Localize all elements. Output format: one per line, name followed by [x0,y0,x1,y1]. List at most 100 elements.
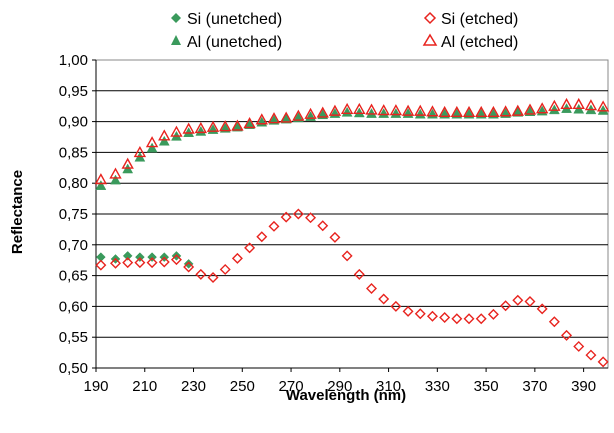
gridlines [96,90,608,338]
data-point [426,310,438,322]
data-point [450,105,464,118]
data-point [219,120,232,132]
data-point [596,100,610,112]
y-tick-label: 1,00 [59,52,88,69]
data-point [401,104,415,116]
data-point [243,117,256,129]
data-point [95,259,107,271]
data-point [328,104,342,116]
data-point [463,313,475,325]
data-point [206,120,220,132]
data-point [158,135,170,146]
legend-label-al-etched: Al (etched) [441,34,518,51]
data-point [487,308,499,320]
data-point [548,99,561,111]
x-tick-label: 350 [474,378,499,395]
x-tick-label: 370 [522,378,547,395]
y-tick-label: 0,75 [59,206,88,223]
y-tick-label: 0,50 [59,360,88,377]
data-point [133,145,147,158]
data-point [597,356,609,368]
legend-item-al-unetched: Al (unetched) [171,34,282,51]
data-point [585,349,597,361]
legend-label-al-unetched: Al (unetched) [187,34,282,51]
data-point [353,268,365,280]
data-point [109,167,122,179]
data-point [341,106,353,117]
x-tick-label: 390 [571,378,596,395]
data-point [268,220,280,232]
data-point [158,256,170,268]
y-tick-label: 0,55 [59,329,88,346]
data-point [231,252,243,264]
data-point [158,129,171,141]
data-point [414,104,427,116]
legend-marker-si-unetched [171,13,181,23]
y-tick-label: 0,85 [59,144,88,161]
data-markers [94,97,610,368]
data-point [292,109,305,121]
data-point [94,173,108,185]
data-point [134,257,146,269]
data-point [366,108,377,118]
data-point [462,105,476,118]
data-point [378,108,390,118]
data-point [389,104,403,116]
data-point [353,102,366,114]
data-point [572,97,585,110]
x-tick-label: 190 [83,378,108,395]
data-point [329,231,341,243]
data-point [255,113,268,125]
data-point [122,251,133,261]
data-point [121,157,134,169]
y-tick-label: 0,65 [59,268,88,285]
data-point [535,102,549,114]
x-axis-title: Wavelength (nm) [286,387,406,404]
data-point [194,121,208,134]
data-point [487,105,500,118]
data-point [183,261,195,273]
data-point [110,257,121,269]
data-point [584,99,598,111]
data-point [122,257,134,269]
series-al-etched [94,97,610,185]
data-point [414,108,426,119]
legend-label-si-etched: Si (etched) [441,11,518,28]
data-point [523,103,537,115]
data-point [340,102,354,114]
legend-item-al-etched: Al (etched) [422,33,518,51]
data-point [305,212,317,224]
data-point [316,106,329,118]
data-point [304,107,317,119]
data-point [536,303,548,315]
data-point [378,293,390,305]
y-tick-label: 0,70 [59,237,88,254]
y-axis-title: Reflectance [9,170,26,254]
data-point [341,250,353,262]
data-point [195,125,207,136]
data-point [597,104,609,115]
data-point [414,308,426,320]
data-point [145,136,159,148]
x-tick-label: 250 [230,378,255,395]
x-tick-label: 270 [279,378,304,395]
data-point [451,313,463,325]
data-point [292,208,304,220]
data-point [475,313,487,325]
data-point [170,254,182,266]
data-point [279,111,293,123]
data-point [146,142,158,153]
data-point [231,119,244,131]
data-point [244,242,256,254]
legend-marker-si-etched [423,11,437,25]
data-point [110,174,121,185]
data-point [439,311,451,323]
data-point [207,271,219,283]
x-tick-label: 310 [376,378,401,395]
data-point [256,231,268,243]
y-tick-label: 0,95 [59,83,88,100]
y-axis: 0,50 0,55 0,60 0,65 0,70 0,75 0,80 0,85 0,90 0,95… [59,52,97,377]
series-si-etched [95,208,609,368]
data-point [426,105,439,117]
legend-item-si-unetched: Si (unetched) [171,11,282,28]
